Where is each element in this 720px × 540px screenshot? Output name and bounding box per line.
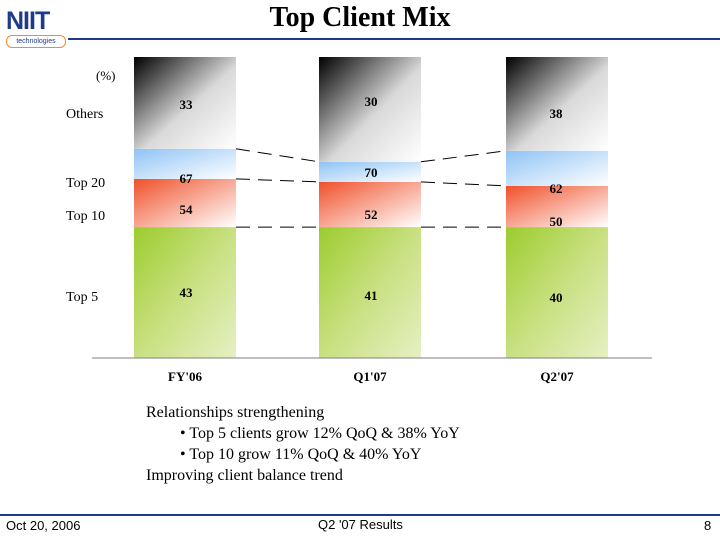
category-label: Q1'07 bbox=[353, 369, 387, 384]
data-label: 67 bbox=[180, 171, 194, 186]
bar-segment-others bbox=[506, 57, 608, 151]
niit-logo: NIIT technologies bbox=[6, 7, 68, 48]
footer-divider bbox=[0, 514, 720, 516]
slide-title: Top Client Mix bbox=[269, 2, 451, 33]
logo-tagline: technologies bbox=[6, 35, 66, 48]
legend-label: Top 5 bbox=[66, 290, 98, 305]
bullet-text: Top 10 grow 11% QoQ & 40% YoY bbox=[189, 446, 422, 463]
legend-label: Others bbox=[66, 107, 103, 122]
connector-line bbox=[235, 148, 320, 163]
data-label: 54 bbox=[180, 202, 194, 217]
data-label: 33 bbox=[180, 97, 194, 112]
commentary-heading: Relationships strengthening bbox=[146, 404, 325, 421]
data-label: 62 bbox=[550, 181, 563, 196]
data-label: 50 bbox=[550, 214, 563, 229]
category-label: FY'06 bbox=[168, 369, 202, 384]
category-label: Q2'07 bbox=[540, 369, 574, 384]
commentary: Relationships strengthening • Top 5 clie… bbox=[146, 402, 460, 486]
bar-segment-others bbox=[134, 57, 236, 149]
data-label: 41 bbox=[365, 288, 378, 303]
footer-date: Oct 20, 2006 bbox=[6, 518, 81, 533]
commentary-bullet: • Top 10 grow 11% QoQ & 40% YoY bbox=[180, 446, 422, 463]
legend-label: Top 10 bbox=[66, 209, 105, 224]
bar-segment-top5 bbox=[506, 227, 608, 358]
bar-segment-top5 bbox=[134, 227, 236, 358]
bar-segment-top10 bbox=[506, 185, 608, 228]
client-mix-chart: FY'06 Q1'07 Q2'07 43 41 40 54 52 50 67 70 62 33 30 38 T… bbox=[66, 57, 652, 384]
bar-segment-top20 bbox=[506, 150, 608, 186]
connector-line bbox=[420, 181, 507, 187]
commentary-bullet: • Top 5 clients grow 12% QoQ & 38% YoY bbox=[180, 425, 460, 442]
data-label: 70 bbox=[365, 165, 378, 180]
footer-center: Q2 '07 Results bbox=[318, 517, 403, 532]
bar-segment-top10 bbox=[319, 181, 421, 228]
legend-label: Top 20 bbox=[66, 176, 105, 191]
data-label: 52 bbox=[365, 207, 378, 222]
bullet-text: Top 5 clients grow 12% QoQ & 38% YoY bbox=[189, 425, 460, 442]
bar-segment-others bbox=[319, 57, 421, 162]
connector-line bbox=[235, 178, 320, 183]
data-label: 30 bbox=[365, 94, 378, 109]
unit-label: (%) bbox=[96, 68, 116, 83]
data-label: 38 bbox=[550, 106, 564, 121]
connector-line bbox=[420, 150, 507, 163]
bar-segment-top20 bbox=[134, 148, 236, 179]
commentary-closing: Improving client balance trend bbox=[146, 467, 343, 484]
logo-name: NIIT bbox=[6, 7, 50, 35]
bar-segment-top5 bbox=[319, 227, 421, 358]
data-label: 40 bbox=[550, 290, 563, 305]
bar-segment-top10 bbox=[134, 178, 236, 228]
page-number: 8 bbox=[704, 518, 712, 533]
data-label: 43 bbox=[180, 285, 194, 300]
title-divider bbox=[68, 38, 720, 40]
bar-segment-top20 bbox=[319, 161, 421, 182]
